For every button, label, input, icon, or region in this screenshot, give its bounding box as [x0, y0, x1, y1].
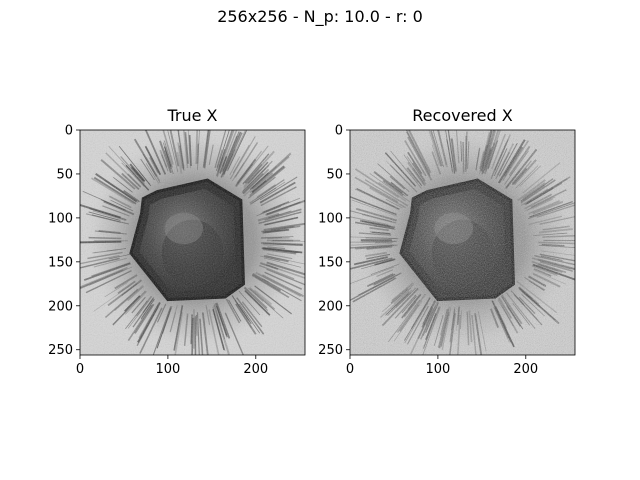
- image-grain: [350, 130, 575, 355]
- y-tick-label: 150: [48, 255, 73, 270]
- axis-ticks: 0 100 200 0 50 100 150 200 250: [48, 124, 268, 378]
- y-tick-label: 100: [48, 211, 73, 226]
- y-tick-label: 0: [335, 124, 343, 139]
- y-tick-label: 250: [318, 343, 343, 358]
- axes-frame: [79, 129, 306, 356]
- panel-true-x: [80, 130, 305, 355]
- y-tick-label: 200: [318, 299, 343, 314]
- image-grain: [80, 130, 305, 355]
- y-tick-label: 50: [56, 167, 73, 182]
- y-tick-label: 0: [65, 124, 73, 139]
- panel-title: True X: [166, 106, 217, 125]
- axes-frame: [349, 129, 576, 356]
- panel-title: Recovered X: [412, 106, 512, 125]
- y-tick-label: 200: [48, 299, 73, 314]
- x-tick-label: 0: [346, 362, 354, 377]
- y-tick-label: 50: [326, 167, 343, 182]
- y-tick-label: 150: [318, 255, 343, 270]
- x-tick-label: 200: [513, 362, 538, 377]
- x-tick-label: 200: [243, 362, 268, 377]
- panel-recovered-x: [350, 130, 575, 355]
- y-tick-label: 100: [318, 211, 343, 226]
- x-tick-label: 100: [425, 362, 450, 377]
- axis-ticks: 0 100 200 0 50 100 150 200 250: [318, 124, 538, 378]
- figure-suptitle: 256x256 - N_p: 10.0 - r: 0: [217, 7, 423, 27]
- y-tick-label: 250: [48, 343, 73, 358]
- x-tick-label: 0: [76, 362, 84, 377]
- x-tick-label: 100: [155, 362, 180, 377]
